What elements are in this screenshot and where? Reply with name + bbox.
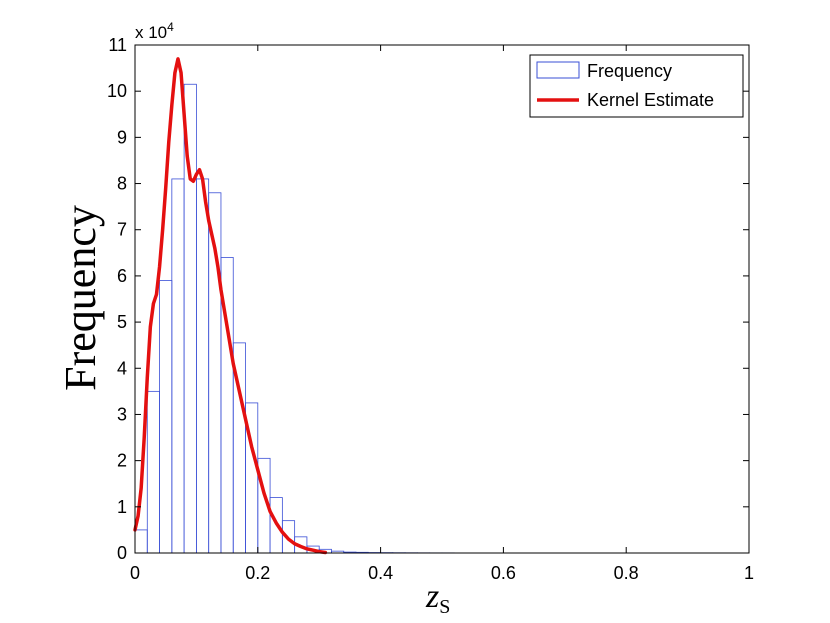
plot-frame: [134, 44, 750, 554]
y-tick-label: 2: [117, 451, 127, 471]
y-axis-multiplier: x 104: [135, 20, 174, 42]
legend-frequency-label: Frequency: [587, 61, 672, 81]
y-tick-label: 10: [107, 81, 127, 101]
x-axis-title-main: z: [425, 578, 439, 615]
x-tick-label: 1: [744, 563, 754, 583]
y-tick-label: 11: [108, 35, 127, 55]
x-tick-label: 0.8: [614, 563, 639, 583]
y-axis-title: Frequency: [56, 205, 105, 391]
x-axis-title: zS: [425, 578, 450, 618]
y-tick-label: 4: [117, 358, 127, 378]
legend-kernel-label: Kernel Estimate: [587, 90, 714, 110]
y-tick-label: 8: [117, 174, 127, 194]
y-tick-label: 1: [117, 497, 127, 517]
legend: Frequency Kernel Estimate: [529, 54, 744, 118]
y-tick-label: 9: [117, 127, 127, 147]
y-tick-label: 0: [117, 543, 127, 563]
y-axis-ticks: 0 1 2 3 4 5 6 7 8 9 10 11: [107, 35, 749, 563]
y-tick-label: 7: [117, 220, 127, 240]
x-axis-ticks: 0 0.2 0.4 0.6 0.8 1: [130, 45, 754, 583]
y-axis-multiplier-exponent: 4: [167, 20, 174, 34]
x-tick-label: 0: [130, 563, 140, 583]
x-axis-title-subscript: S: [439, 596, 450, 618]
legend-box: [529, 54, 744, 118]
y-tick-label: 5: [117, 312, 127, 332]
x-tick-label: 0.4: [368, 563, 393, 583]
x-tick-label: 0.2: [245, 563, 270, 583]
y-tick-label: 6: [117, 266, 127, 286]
x-tick-label: 0.6: [491, 563, 516, 583]
y-tick-label: 3: [117, 404, 127, 424]
kernel-estimate-layer: [133, 57, 328, 555]
kernel-estimate-line: [133, 57, 328, 555]
legend-frequency-swatch: [536, 61, 580, 79]
